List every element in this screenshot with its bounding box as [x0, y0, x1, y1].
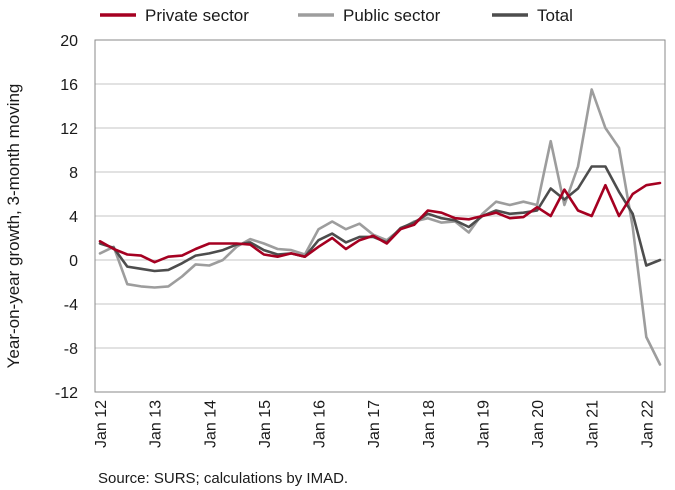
series-line-public-sector — [98, 88, 662, 366]
source-note: Source: SURS; calculations by IMAD. — [98, 470, 348, 487]
y-tick-label: -12 — [55, 385, 78, 402]
series-line-private-sector — [98, 181, 662, 264]
y-tick-label: -8 — [64, 341, 78, 358]
x-tick-label: Jan 14 — [202, 400, 219, 448]
y-tick-label: 16 — [60, 77, 78, 94]
y-tick-label: -4 — [64, 297, 78, 314]
x-tick-labels: Jan 12 Jan 13 Jan 14 Jan 15 Jan 16 Jan 17 Jan … — [93, 400, 656, 448]
y-tick-label: 0 — [69, 253, 78, 270]
x-tick-label: Jan 13 — [148, 400, 165, 448]
x-tick-label: Jan 12 — [93, 400, 110, 448]
gridlines — [95, 39, 665, 393]
legend-label-total: Total — [537, 6, 573, 25]
y-tick-label: 4 — [69, 209, 78, 226]
x-tick-label: Jan 18 — [421, 400, 438, 448]
series-lines — [98, 88, 662, 366]
legend: Private sector Public sector Total — [100, 6, 573, 25]
legend-label-private-sector: Private sector — [145, 6, 249, 25]
x-tick-label: Jan 21 — [585, 400, 602, 448]
y-tick-label: 12 — [60, 121, 78, 138]
y-tick-label: 20 — [60, 33, 78, 50]
plot-frame — [94, 39, 666, 393]
legend-label-public-sector: Public sector — [343, 6, 441, 25]
x-tick-label: Jan 15 — [257, 400, 274, 448]
y-axis-title: Year-on-year growth, 3-month moving — [4, 84, 23, 369]
x-tick-label: Jan 22 — [639, 400, 656, 448]
x-tick-label: Jan 16 — [312, 400, 329, 448]
x-tick-label: Jan 20 — [530, 400, 547, 448]
x-tick-label: Jan 17 — [366, 400, 383, 448]
x-tick-label: Jan 19 — [475, 400, 492, 448]
y-tick-labels: -12 -8 -4 0 4 8 12 16 20 — [55, 33, 78, 402]
y-tick-label: 8 — [69, 165, 78, 182]
